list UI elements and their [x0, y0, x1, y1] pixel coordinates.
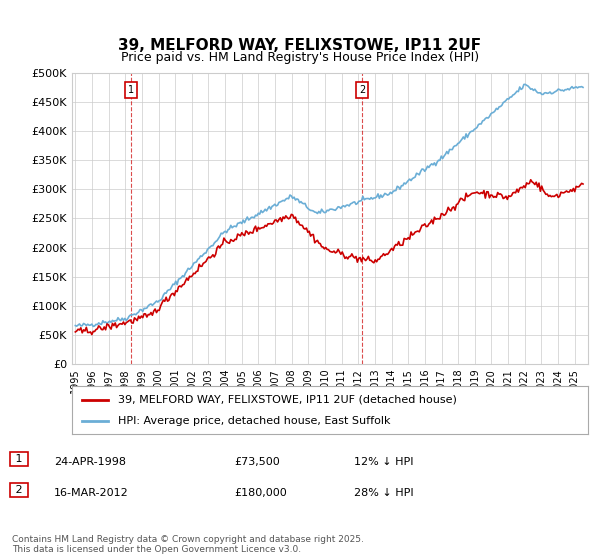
Text: 2: 2: [359, 85, 365, 95]
Text: 28% ↓ HPI: 28% ↓ HPI: [354, 488, 413, 498]
Text: 12% ↓ HPI: 12% ↓ HPI: [354, 457, 413, 467]
Text: 39, MELFORD WAY, FELIXSTOWE, IP11 2UF: 39, MELFORD WAY, FELIXSTOWE, IP11 2UF: [118, 38, 482, 53]
Text: 1: 1: [128, 85, 134, 95]
Text: 2: 2: [12, 485, 26, 495]
Text: HPI: Average price, detached house, East Suffolk: HPI: Average price, detached house, East…: [118, 416, 391, 426]
Text: £73,500: £73,500: [234, 457, 280, 467]
Text: £180,000: £180,000: [234, 488, 287, 498]
Text: 1: 1: [12, 454, 26, 464]
Text: 39, MELFORD WAY, FELIXSTOWE, IP11 2UF (detached house): 39, MELFORD WAY, FELIXSTOWE, IP11 2UF (d…: [118, 395, 457, 405]
Text: Price paid vs. HM Land Registry's House Price Index (HPI): Price paid vs. HM Land Registry's House …: [121, 52, 479, 64]
Text: 16-MAR-2012: 16-MAR-2012: [54, 488, 129, 498]
Text: 24-APR-1998: 24-APR-1998: [54, 457, 126, 467]
Text: Contains HM Land Registry data © Crown copyright and database right 2025.
This d: Contains HM Land Registry data © Crown c…: [12, 535, 364, 554]
